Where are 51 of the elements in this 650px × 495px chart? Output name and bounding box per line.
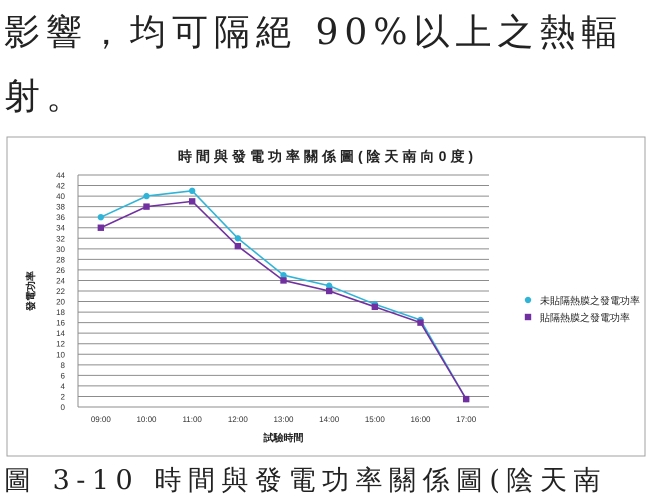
x-axis-title: 試驗時間 <box>262 432 304 444</box>
point <box>98 224 104 231</box>
x-tick-label: 16:00 <box>410 415 432 424</box>
x-tick-label: 13:00 <box>273 415 294 424</box>
chart-title: 時間與發電功率關係圖(陰天南向0度) <box>178 148 478 164</box>
y-tick-label: 2 <box>60 392 66 402</box>
y-tick-label: 16 <box>56 318 66 328</box>
x-tick-label: 14:00 <box>319 415 340 424</box>
y-tick-label: 0 <box>60 403 66 412</box>
y-tick-label: 4 <box>60 382 66 391</box>
point <box>234 235 242 242</box>
point <box>143 203 150 210</box>
y-tick-label: 18 <box>56 308 66 318</box>
x-tick-label: 09:00 <box>90 415 112 424</box>
y-tick-label: 26 <box>56 266 66 275</box>
x-tick-label: 10:00 <box>136 415 158 424</box>
point <box>417 319 424 326</box>
y-tick-label: 22 <box>56 287 66 296</box>
point <box>143 192 150 200</box>
x-tick-label: 12:00 <box>228 415 248 424</box>
y-tick-label: 28 <box>56 255 66 264</box>
y-tick-label: 36 <box>56 213 66 222</box>
point <box>372 304 378 310</box>
annotation: 圖 3-10 時間與發電功率關係圖(陰天南 <box>4 465 607 495</box>
y-tick-label: 12 <box>56 340 66 349</box>
y-tick-label: 42 <box>56 182 66 191</box>
annotation: 射。 <box>4 76 88 117</box>
y-tick-label: 10 <box>56 350 66 360</box>
y-tick-label: 14 <box>56 329 66 338</box>
y-axis-title: 發電功率 <box>25 271 37 312</box>
y-tick-label: 30 <box>56 244 66 254</box>
annotation: 影響，均可隔絕 90%以上之熱輻 <box>4 12 624 53</box>
y-tick-label: 24 <box>56 276 66 286</box>
y-tick-label: 32 <box>56 234 66 244</box>
y-tick-label: 38 <box>56 202 66 212</box>
y-tick-label: 6 <box>60 371 66 380</box>
point <box>188 188 196 194</box>
x-tick-label: 15:00 <box>364 415 386 424</box>
y-tick-label: 44 <box>56 171 66 180</box>
point <box>326 288 332 294</box>
y-tick-label: 40 <box>56 192 66 202</box>
point <box>234 242 242 250</box>
y-tick-label: 8 <box>60 360 66 370</box>
y-tick-label: 34 <box>56 224 66 233</box>
legend-label: 貼隔熱膜之發電功率 <box>540 312 630 324</box>
x-tick-label: 17:00 <box>456 415 477 424</box>
x-tick-label: 11:00 <box>182 415 202 424</box>
y-tick-label: 20 <box>56 298 66 307</box>
legend-label: 未貼隔熱膜之發電功率 <box>540 295 640 307</box>
point <box>188 198 196 205</box>
point <box>98 214 104 220</box>
